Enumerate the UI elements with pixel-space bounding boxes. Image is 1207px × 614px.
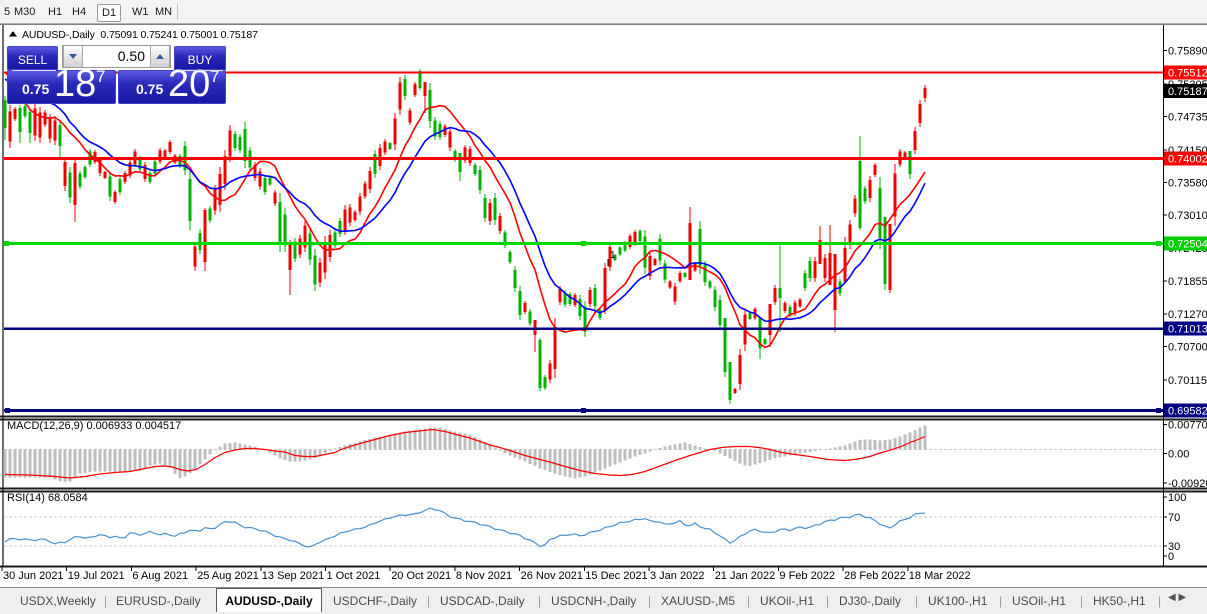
svg-text:0.74002: 0.74002 (1168, 154, 1207, 166)
svg-text:30: 30 (1168, 541, 1180, 553)
svg-text:6 Aug 2021: 6 Aug 2021 (132, 570, 188, 582)
svg-text:0.75890: 0.75890 (1168, 46, 1207, 58)
svg-text:15 Dec 2021: 15 Dec 2021 (585, 570, 647, 582)
svg-text:0.69582: 0.69582 (1168, 406, 1207, 418)
svg-text:0.00: 0.00 (1168, 449, 1189, 461)
svg-text:0.75187: 0.75187 (1168, 86, 1207, 98)
svg-text:1 Oct 2021: 1 Oct 2021 (327, 570, 381, 582)
svg-text:0.70700: 0.70700 (1168, 342, 1207, 354)
svg-text:0.71270: 0.71270 (1168, 309, 1207, 321)
svg-text:0.73010: 0.73010 (1168, 210, 1207, 222)
svg-text:25 Aug 2021: 25 Aug 2021 (197, 570, 259, 582)
svg-text:19 Jul 2021: 19 Jul 2021 (68, 570, 125, 582)
svg-text:26 Nov 2021: 26 Nov 2021 (521, 570, 583, 582)
svg-text:0.75512: 0.75512 (1168, 68, 1207, 80)
svg-text:0.72504: 0.72504 (1168, 239, 1207, 251)
svg-text:8 Nov 2021: 8 Nov 2021 (456, 570, 512, 582)
svg-text:20 Oct 2021: 20 Oct 2021 (391, 570, 451, 582)
svg-text:9 Feb 2022: 9 Feb 2022 (779, 570, 835, 582)
svg-text:RSI(14) 68.0584: RSI(14) 68.0584 (7, 492, 88, 504)
svg-text:0.74735: 0.74735 (1168, 112, 1207, 124)
svg-text:30 Jun 2021: 30 Jun 2021 (3, 570, 64, 582)
svg-text:0.73580: 0.73580 (1168, 178, 1207, 190)
svg-text:70: 70 (1168, 512, 1180, 524)
svg-text:0.70115: 0.70115 (1168, 375, 1207, 387)
svg-text:AUDUSD-,Daily 0.75091 0.75241: AUDUSD-,Daily 0.75091 0.75241 0.75001 0.… (22, 29, 258, 41)
svg-text:0.71013: 0.71013 (1168, 324, 1207, 336)
svg-text:1: 1 (610, 250, 616, 261)
svg-text:3 Jan 2022: 3 Jan 2022 (650, 570, 704, 582)
svg-text:0: 0 (1168, 551, 1174, 563)
svg-text:0.71855: 0.71855 (1168, 276, 1207, 288)
svg-text:100: 100 (1168, 492, 1186, 504)
svg-text:-0.009269: -0.009269 (1168, 478, 1207, 490)
svg-text:13 Sep 2021: 13 Sep 2021 (262, 570, 324, 582)
svg-text:0.007704: 0.007704 (1168, 419, 1207, 431)
svg-text:MACD(12,26,9) 0.006933 0.00451: MACD(12,26,9) 0.006933 0.004517 (7, 420, 181, 432)
svg-text:28 Feb 2022: 28 Feb 2022 (844, 570, 906, 582)
svg-text:21 Jan 2022: 21 Jan 2022 (715, 570, 776, 582)
svg-text:18 Mar 2022: 18 Mar 2022 (909, 570, 971, 582)
